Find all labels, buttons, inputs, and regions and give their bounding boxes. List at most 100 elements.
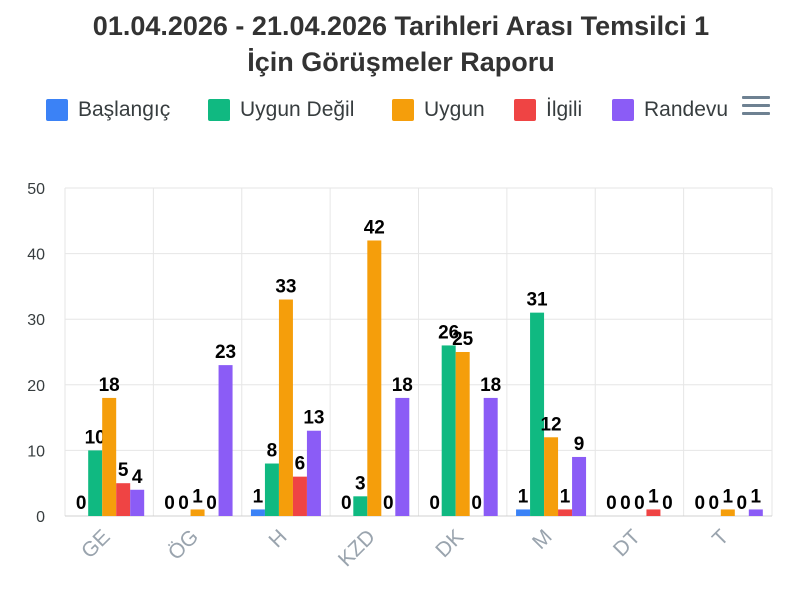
- bar: [278, 299, 293, 516]
- bar: [572, 456, 587, 516]
- x-tick-label: DT: [609, 525, 645, 561]
- bar: [395, 397, 410, 516]
- legend-swatch: [208, 99, 230, 121]
- data-label: 18: [392, 375, 413, 396]
- data-label: 0: [709, 493, 720, 514]
- bar: [748, 509, 763, 516]
- data-label: 0: [471, 493, 482, 514]
- data-label: 31: [526, 290, 548, 311]
- data-label: 8: [267, 441, 278, 462]
- x-tick-label: GE: [77, 525, 115, 563]
- bar: [102, 397, 117, 516]
- hamburger-menu-icon[interactable]: [740, 92, 772, 120]
- data-label: 6: [295, 454, 306, 475]
- data-label: 1: [751, 486, 762, 507]
- y-tick-label: 50: [27, 181, 45, 198]
- chart-title-line-1: 01.04.2026 - 21.04.2026 Tarihleri Arası …: [92, 11, 710, 41]
- data-label: 42: [364, 217, 385, 238]
- bar: [455, 352, 470, 516]
- bar: [218, 365, 233, 516]
- legend-swatch: [392, 99, 414, 121]
- data-label: 9: [574, 434, 585, 455]
- data-label: 26: [438, 322, 459, 343]
- bar: [720, 509, 735, 516]
- bar: [306, 430, 321, 516]
- data-label: 0: [695, 493, 706, 514]
- legend-label: Başlangıç: [78, 98, 171, 121]
- x-tick-label: T: [708, 525, 733, 550]
- legend-swatch: [514, 99, 536, 121]
- data-label: 0: [620, 493, 631, 514]
- bar: [544, 437, 559, 516]
- data-label: 0: [606, 493, 617, 514]
- data-label: 1: [253, 486, 264, 507]
- legend-swatch: [46, 99, 68, 121]
- data-label: 1: [723, 486, 734, 507]
- data-label: 25: [452, 329, 474, 350]
- x-tick-label: M: [528, 525, 557, 554]
- legend-item-3[interactable]: Uygun: [392, 94, 485, 126]
- bar: [353, 496, 368, 516]
- y-tick-label: 30: [27, 312, 45, 329]
- x-tick-label: H: [264, 525, 291, 552]
- bar: [558, 509, 573, 516]
- data-label: 1: [648, 486, 659, 507]
- data-label: 1: [560, 486, 571, 507]
- data-label: 4: [132, 467, 143, 488]
- bar: [264, 463, 279, 516]
- y-tick-label: 40: [27, 247, 45, 264]
- legend-label: İlgili: [546, 98, 583, 121]
- data-label: 3: [355, 473, 366, 494]
- data-label: 1: [518, 486, 529, 507]
- legend-label: Uygun Değil: [240, 98, 355, 121]
- data-label: 33: [275, 277, 296, 298]
- data-label: 18: [480, 375, 501, 396]
- chart-legend: Başlangıç Uygun Değil Uygun İlgili Randevu: [0, 94, 802, 130]
- y-tick-label: 10: [27, 443, 45, 460]
- data-label: 0: [383, 493, 394, 514]
- data-label: 0: [737, 493, 748, 514]
- x-tick-label: KZD: [334, 525, 380, 571]
- data-label: 18: [99, 375, 120, 396]
- bar: [190, 509, 205, 516]
- bar: [116, 483, 131, 516]
- data-label: 12: [540, 414, 561, 435]
- bar: [250, 509, 265, 516]
- x-tick-label: ÖG: [164, 525, 203, 564]
- bar: [130, 489, 145, 516]
- data-label: 0: [206, 493, 217, 514]
- data-label: 0: [429, 493, 440, 514]
- data-label: 10: [85, 427, 106, 448]
- data-label: 13: [303, 408, 324, 429]
- bar: [88, 450, 103, 516]
- legend-item-2[interactable]: Uygun Değil: [208, 94, 354, 126]
- bar: [292, 476, 307, 516]
- data-label: 0: [662, 493, 673, 514]
- y-tick-label: 0: [36, 509, 45, 526]
- legend-item-5[interactable]: Randevu: [612, 94, 728, 126]
- data-label: 0: [341, 493, 352, 514]
- bar: [646, 509, 661, 516]
- legend-item-1[interactable]: Başlangıç: [46, 94, 170, 126]
- bar: [516, 509, 531, 516]
- y-tick-label: 20: [27, 378, 45, 395]
- data-label: 1: [192, 486, 203, 507]
- data-label: 23: [215, 342, 236, 363]
- bar: [483, 397, 498, 516]
- data-label: 0: [76, 493, 87, 514]
- bar: [441, 345, 456, 516]
- data-label: 0: [634, 493, 645, 514]
- data-label: 0: [178, 493, 189, 514]
- legend-swatch: [612, 99, 634, 121]
- legend-label: Uygun: [424, 98, 485, 121]
- bar: [530, 312, 545, 516]
- data-label: 5: [118, 460, 129, 481]
- legend-item-4[interactable]: İlgili: [514, 94, 582, 126]
- x-tick-label: DK: [431, 525, 468, 562]
- bar: [367, 240, 382, 517]
- chart-title: 01.04.2026 - 21.04.2026 Tarihleri Arası …: [0, 8, 802, 80]
- legend-label: Randevu: [644, 98, 729, 121]
- data-label: 0: [164, 493, 175, 514]
- chart-title-line-2: İçin Görüşmeler Raporu: [247, 47, 555, 77]
